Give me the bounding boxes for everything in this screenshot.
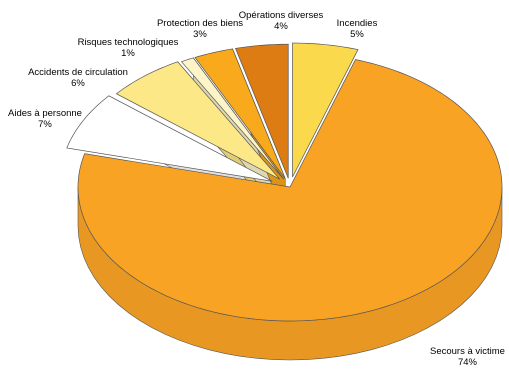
slice-incendies	[292, 42, 359, 178]
label-accidents-de-circulation: Accidents de circulation 6%	[28, 67, 128, 89]
slice-secours-victime	[77, 59, 503, 322]
label-secours-a-victime: Secours à victime 74%	[430, 346, 505, 368]
slice-op-rations-diverses	[235, 43, 289, 179]
slice-accidents-de-circulation	[115, 61, 281, 180]
label-protection-des-biens: Protection des biens 3%	[156, 18, 244, 40]
label-operations-diverses: Opérations diverses 4%	[238, 10, 324, 32]
label-aides-a-personne: Aides à personne 7%	[8, 108, 82, 130]
label-incendies: Incendies 5%	[336, 18, 378, 40]
slice-protection-des-biens	[194, 48, 286, 179]
slice-aides-personne	[66, 95, 273, 182]
pie-tops	[66, 42, 503, 322]
label-risques-technologiques: Risques technologiques 1%	[77, 37, 179, 59]
slice-risques-technologiques	[180, 57, 284, 180]
